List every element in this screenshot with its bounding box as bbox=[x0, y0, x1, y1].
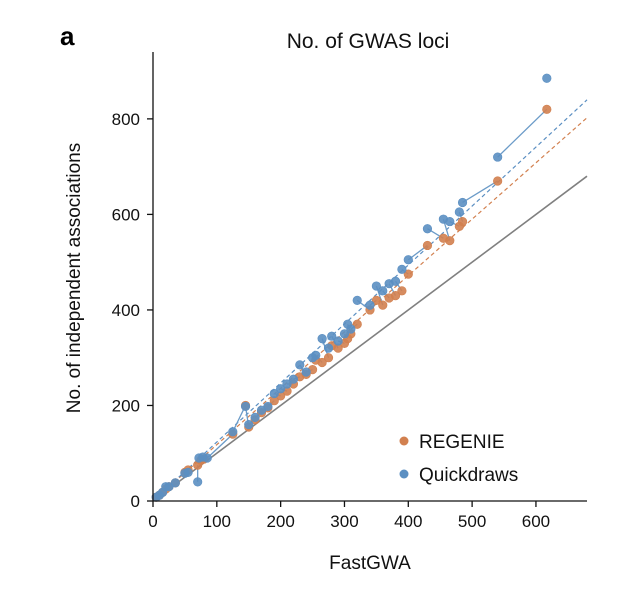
regenie-point bbox=[457, 216, 468, 227]
quickdraws-point bbox=[295, 360, 305, 370]
quickdraws-point bbox=[288, 374, 299, 384]
quickdraws-point bbox=[493, 152, 503, 162]
regenie-point bbox=[352, 319, 362, 329]
quickdraws-point bbox=[371, 281, 381, 291]
fit-line bbox=[152, 99, 588, 502]
y-axis-ticks: 0 200 400 600 800 bbox=[112, 110, 153, 511]
quickdraws-point bbox=[445, 216, 455, 227]
fit-lines-layer bbox=[152, 99, 588, 502]
identity-line-layer bbox=[152, 175, 588, 502]
y-tick-label: 800 bbox=[112, 110, 140, 129]
quickdraws-point bbox=[170, 478, 180, 488]
y-axis-title: No. of independent associations bbox=[64, 143, 85, 413]
regenie-point bbox=[422, 240, 433, 251]
quickdraws-point bbox=[282, 379, 292, 389]
panel-label: a bbox=[60, 21, 75, 51]
regenie-point bbox=[403, 269, 413, 279]
quickdraws-point bbox=[276, 384, 286, 394]
chart-title: No. of GWAS loci bbox=[287, 30, 450, 53]
pair-connector bbox=[206, 433, 234, 459]
identity-line bbox=[152, 175, 588, 502]
quickdraws-point bbox=[542, 73, 552, 83]
pair-connector bbox=[462, 180, 498, 204]
regenie-point bbox=[378, 300, 388, 310]
legend-marker-quickdraws bbox=[399, 469, 409, 479]
quickdraws-point bbox=[202, 453, 212, 463]
quickdraws-point bbox=[339, 329, 350, 339]
quickdraws-point bbox=[403, 255, 413, 265]
legend-marker-regenie bbox=[399, 436, 409, 446]
quickdraws-point bbox=[327, 331, 337, 341]
x-tick-label: 300 bbox=[330, 512, 358, 531]
quickdraws-point bbox=[240, 401, 251, 412]
x-tick-label: 500 bbox=[458, 512, 486, 531]
quickdraws-point bbox=[397, 264, 407, 274]
regenie-point bbox=[493, 176, 503, 186]
regenie-point bbox=[323, 353, 334, 363]
regenie-point bbox=[542, 104, 552, 114]
quickdraws-point bbox=[183, 467, 193, 477]
quickdraws-point bbox=[269, 388, 279, 399]
regenie-point bbox=[371, 295, 381, 305]
quickdraws-point bbox=[228, 427, 238, 437]
quickdraws-point bbox=[250, 412, 260, 423]
regenie-point bbox=[445, 236, 455, 246]
quickdraws-point bbox=[193, 477, 203, 487]
quickdraws-point bbox=[390, 276, 401, 286]
quickdraws-point bbox=[378, 286, 388, 296]
quickdraws-point bbox=[244, 419, 254, 430]
y-tick-label: 400 bbox=[112, 301, 140, 320]
regenie-point bbox=[397, 286, 407, 296]
x-tick-label: 100 bbox=[203, 512, 231, 531]
plot-area bbox=[151, 73, 588, 502]
regenie-point bbox=[390, 291, 401, 301]
points-layer bbox=[151, 73, 552, 502]
y-tick-label: 600 bbox=[112, 205, 140, 224]
quickdraws-point bbox=[301, 367, 311, 377]
quickdraws-point bbox=[323, 343, 334, 353]
x-tick-label: 600 bbox=[522, 512, 550, 531]
x-axis-ticks: 0 100 200 300 400 500 600 bbox=[148, 501, 550, 531]
axes: 0 100 200 300 400 500 600 0 200 400 600 800 bbox=[112, 52, 587, 531]
quickdraws-point bbox=[457, 197, 468, 208]
quickdraws-point bbox=[333, 336, 343, 346]
quickdraws-point bbox=[263, 401, 273, 412]
x-tick-label: 0 bbox=[148, 512, 157, 531]
x-axis-title: FastGWA bbox=[329, 553, 411, 574]
quickdraws-point bbox=[365, 300, 375, 310]
x-tick-label: 200 bbox=[266, 512, 294, 531]
quickdraws-point bbox=[422, 224, 433, 234]
quickdraws-point bbox=[454, 207, 464, 217]
legend: REGENIE Quickdraws bbox=[399, 432, 518, 486]
quickdraws-point bbox=[311, 350, 321, 360]
quickdraws-point bbox=[317, 333, 327, 344]
quickdraws-point bbox=[352, 295, 362, 305]
x-tick-label: 400 bbox=[394, 512, 422, 531]
pair-connector bbox=[497, 108, 548, 158]
legend-label-regenie: REGENIE bbox=[419, 432, 505, 453]
y-tick-label: 200 bbox=[112, 396, 140, 415]
quickdraws-point bbox=[346, 324, 356, 334]
y-tick-label: 0 bbox=[131, 492, 140, 511]
legend-label-quickdraws: Quickdraws bbox=[419, 465, 518, 486]
regenie-point bbox=[317, 357, 327, 368]
